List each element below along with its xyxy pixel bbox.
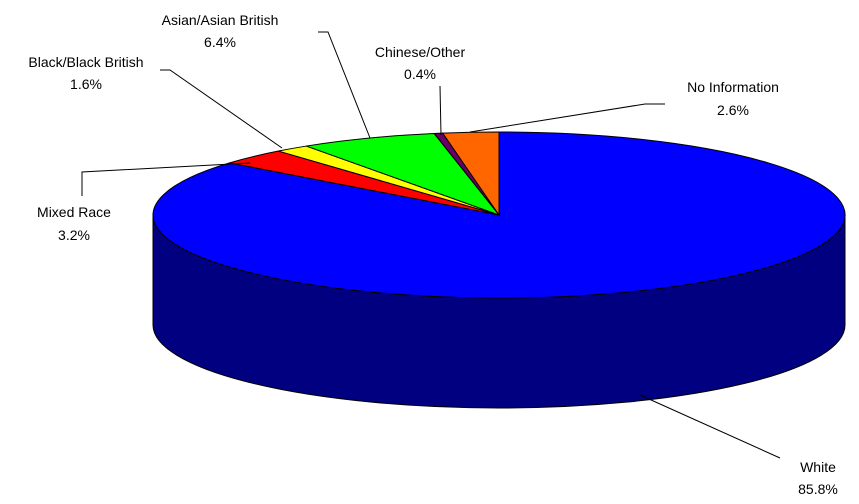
pie-slice-white: [152, 131, 846, 299]
leader-line-no-information: [469, 103, 665, 133]
slice-name-asian-asian-british: Asian/Asian British: [162, 12, 279, 28]
slice-value-mixed-race: 3.2%: [58, 227, 90, 243]
slice-label-black-black-british: Black/Black British 1.6%: [28, 54, 143, 92]
slice-value-white: 85.8%: [798, 481, 838, 497]
leader-line-asian-asian-british: [318, 31, 371, 139]
leader-line-chinese-other: [439, 85, 442, 136]
slice-name-chinese-other: Chinese/Other: [375, 44, 466, 60]
leader-line-mixed-race: [81, 162, 251, 196]
leader-line-white: [639, 394, 781, 459]
slice-value-asian-asian-british: 6.4%: [204, 34, 236, 50]
pie-slices: [152, 131, 846, 299]
slice-value-chinese-other: 0.4%: [404, 66, 436, 82]
slice-label-white: White 85.8%: [798, 459, 838, 497]
slice-name-no-information: No Information: [687, 79, 779, 95]
slice-label-mixed-race: Mixed Race 3.2%: [37, 204, 111, 243]
slice-name-mixed-race: Mixed Race: [37, 204, 111, 220]
leader-line-black-black-british: [160, 69, 283, 149]
slice-label-asian-asian-british: Asian/Asian British 6.4%: [162, 12, 279, 50]
slice-label-no-information: No Information 2.6%: [687, 79, 779, 118]
slice-label-chinese-other: Chinese/Other 0.4%: [375, 44, 466, 82]
pie-slice-asian-asian-british: [306, 132, 501, 217]
leader-lines: [81, 31, 781, 459]
slice-name-white: White: [800, 459, 836, 475]
slice-value-no-information: 2.6%: [717, 102, 749, 118]
slice-value-black-black-british: 1.6%: [70, 76, 102, 92]
slice-name-black-black-british: Black/Black British: [28, 54, 143, 70]
